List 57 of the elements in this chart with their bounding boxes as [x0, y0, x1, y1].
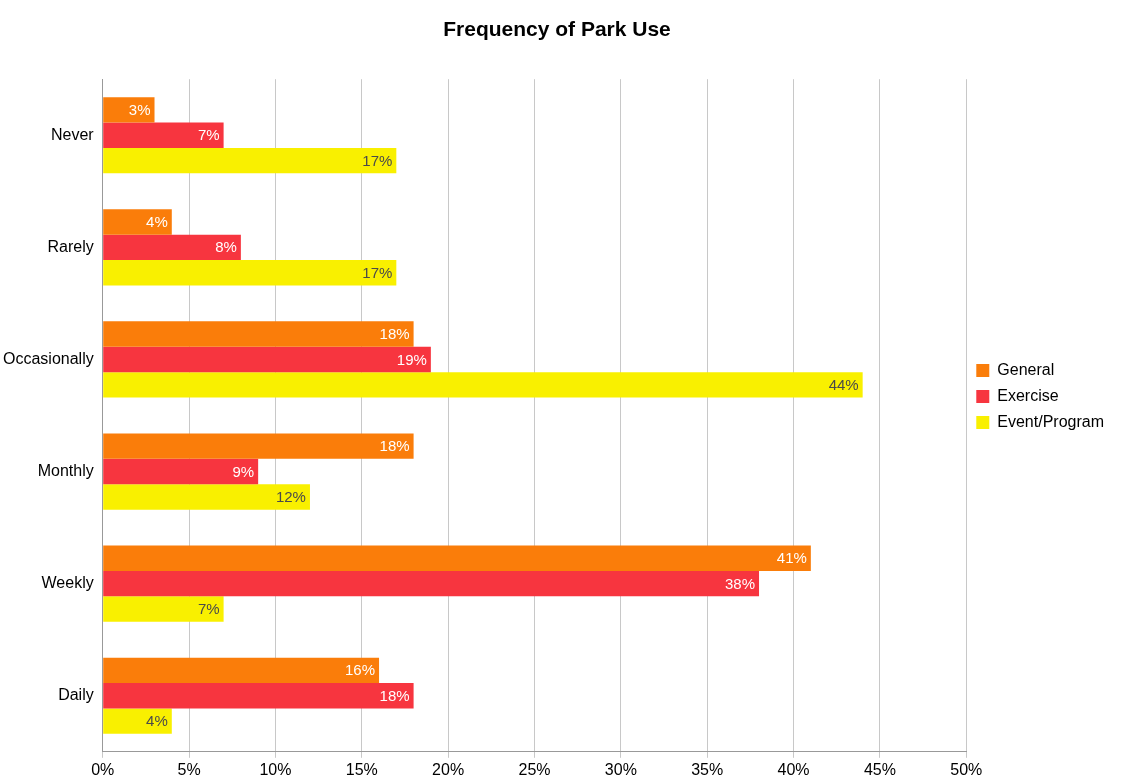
bar: [103, 657, 380, 684]
data-label: 4%: [146, 213, 168, 231]
x-tick-label: 45%: [863, 760, 896, 778]
x-tick-label: 0%: [91, 760, 115, 778]
data-label: 19%: [396, 350, 427, 368]
x-tick-label: 20%: [432, 760, 465, 778]
chart-title: Frequency of Park Use: [443, 17, 671, 41]
bar: [103, 209, 172, 235]
x-tick-label: 35%: [691, 760, 724, 778]
data-label: 7%: [197, 126, 220, 144]
y-tick-label: Weekly: [41, 574, 94, 592]
data-label: 7%: [197, 600, 220, 618]
legend-label: Exercise: [997, 386, 1059, 404]
legend-label: Event/Program: [997, 412, 1105, 430]
y-tick-label: Occasionally: [3, 349, 94, 367]
bar: [103, 97, 155, 123]
data-label: 44%: [828, 376, 859, 393]
data-label: 18%: [379, 437, 410, 455]
data-label: 12%: [275, 488, 306, 506]
bar: [103, 234, 241, 261]
bar: [103, 372, 863, 398]
x-tick-label: 25%: [518, 760, 551, 778]
x-tick-label: 15%: [345, 760, 378, 778]
data-label: 9%: [232, 462, 255, 480]
data-label: 4%: [146, 712, 168, 730]
y-tick-label: Daily: [58, 686, 94, 704]
bar: [103, 570, 760, 597]
bar: [103, 147, 397, 174]
data-label: 38%: [725, 574, 756, 592]
legend-label: General: [997, 360, 1055, 378]
bar: [103, 545, 811, 571]
data-label: 8%: [215, 238, 237, 256]
data-label: 41%: [776, 549, 807, 567]
x-tick-label: 40%: [777, 760, 810, 778]
x-tick-label: 10%: [259, 760, 292, 778]
bar: [103, 122, 224, 148]
bar: [103, 321, 414, 347]
bar: [103, 683, 414, 709]
bar: [103, 458, 259, 485]
bar: [103, 708, 172, 734]
bar: [103, 260, 397, 286]
y-tick-label: Monthly: [37, 461, 94, 479]
data-label: 16%: [345, 661, 376, 679]
data-label: 18%: [379, 325, 410, 343]
bar: [103, 484, 310, 510]
data-label: 17%: [362, 151, 393, 169]
data-label: 3%: [128, 100, 151, 118]
x-tick-label: 30%: [604, 760, 637, 778]
x-tick-label: 50%: [950, 760, 983, 778]
y-tick-label: Never: [51, 125, 95, 143]
bar: [103, 596, 224, 622]
x-tick-label: 5%: [177, 760, 201, 778]
data-label: 18%: [379, 686, 410, 704]
data-label: 17%: [362, 263, 393, 281]
bar: [103, 433, 414, 459]
y-tick-label: Rarely: [47, 237, 94, 255]
bar: [103, 346, 431, 373]
